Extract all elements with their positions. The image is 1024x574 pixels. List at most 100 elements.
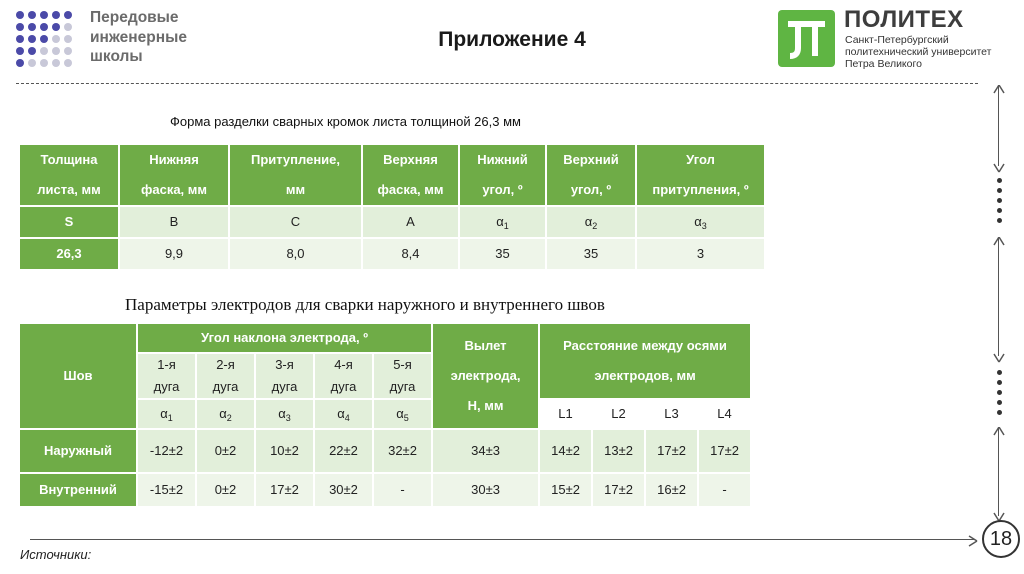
header-cell-extension: Вылет электрода, H, мм (431, 322, 541, 430)
school-name: Передовые инженерные школы (90, 8, 187, 67)
angle-cell: -15±2 (136, 472, 197, 508)
arc-cell: 5-я дуга (371, 352, 434, 400)
table2-caption: Параметры электродов для сварки наружног… (125, 295, 605, 314)
header-cell-upper-bevel: Верхняя фаска, мм (361, 143, 460, 207)
symbol-cell: α2 (545, 205, 637, 239)
school-line-3: школы (90, 48, 143, 65)
arc-cell: 4-я дуга (313, 352, 374, 400)
alpha-cell: α1 (136, 398, 197, 430)
logo-dot (64, 11, 72, 19)
alpha-cell: α4 (313, 398, 374, 430)
header-cell-lower-angle: Нижний угол, º (458, 143, 547, 207)
value-cell: 8,4 (361, 237, 460, 271)
logo-sub-line-1: Санкт-Петербургский (845, 34, 949, 46)
alpha-cell: α5 (371, 398, 434, 430)
distance-col-cell: L4 (697, 398, 753, 430)
distance-cell: - (697, 472, 753, 508)
logo-dot (52, 47, 60, 55)
header-cell-distance: Расстояние между осями электродов, мм (538, 322, 753, 400)
header-cell-lower-bevel: Нижняя фаска, мм (118, 143, 230, 207)
angle-cell: 22±2 (313, 428, 374, 474)
logo-dot (40, 47, 48, 55)
row-label-inner: Внутренний (18, 472, 138, 508)
table-row: Внутренний -15±2 0±2 17±2 30±2 - 30±3 15… (18, 472, 753, 508)
value-cell: 35 (458, 237, 547, 271)
distance-cell: 17±2 (644, 428, 700, 474)
logo-dot (40, 23, 48, 31)
logo-dot (16, 11, 24, 19)
page-title: Приложение 4 (438, 28, 586, 51)
distance-col-cell: L3 (644, 398, 700, 430)
table1-caption: Форма разделки сварных кромок листа толщ… (170, 114, 521, 129)
logo-dot (16, 59, 24, 67)
logo-subtitle: Санкт-Петербургский политехнический унив… (845, 34, 991, 70)
sources-label: Источники: (20, 547, 92, 562)
footer-divider (30, 539, 974, 540)
arc-cell: 3-я дуга (254, 352, 315, 400)
value-cell: 35 (545, 237, 637, 271)
vertical-dots-1 (996, 178, 1002, 228)
extension-cell: 30±3 (431, 472, 541, 508)
logo-dot (64, 47, 72, 55)
alpha-cell: α3 (254, 398, 315, 430)
logo-sub-line-2: политехнический университет (845, 46, 992, 58)
angle-cell: 30±2 (313, 472, 374, 508)
arc-cell: 1-я дуга (136, 352, 197, 400)
symbol-cell: S (18, 205, 120, 239)
header-cell-angle: Угол наклона электрода, º (135, 322, 434, 354)
logo-dot (52, 59, 60, 67)
logo-name: ПОЛИТЕХ (844, 6, 964, 33)
value-cell: 8,0 (228, 237, 363, 271)
arrow-down-icon (993, 350, 1005, 368)
header-cell-blunting: Притупление, мм (228, 143, 363, 207)
table-header-row: α1 α2 α3 α4 α5 L1 L2 L3 L4 (19, 398, 753, 430)
symbol-cell: C (228, 205, 363, 239)
distance-cell: 16±2 (644, 472, 700, 508)
logo-dot (28, 59, 36, 67)
distance-cell: 17±2 (591, 472, 647, 508)
school-line-1: Передовые (90, 9, 179, 26)
angle-cell: 10±2 (254, 428, 315, 474)
logo-dot (40, 11, 48, 19)
header-cell-thickness: Толщина листа, мм (18, 143, 120, 207)
table-row: Наружный -12±2 0±2 10±2 22±2 32±2 34±3 1… (18, 428, 753, 474)
angle-cell: 32±2 (371, 428, 434, 474)
header-cell-upper-angle: Верхний угол, º (545, 143, 637, 207)
symbol-cell: α3 (635, 205, 766, 239)
symbol-cell: B (118, 205, 230, 239)
value-cell: 9,9 (118, 237, 230, 271)
logo-dot (28, 47, 36, 55)
header-divider (16, 83, 978, 84)
distance-col-cell: L1 (538, 398, 594, 430)
logo-dot (52, 35, 60, 43)
alpha-cell: α2 (195, 398, 256, 430)
logo-dot (16, 47, 24, 55)
arrow-up-icon (993, 424, 1005, 442)
arrow-up-icon (993, 234, 1005, 252)
right-vertical-line-mid (998, 238, 999, 356)
page-number: 18 (982, 520, 1020, 558)
arrow-down-icon (993, 160, 1005, 178)
logo-dot (64, 23, 72, 31)
logo-dot (40, 59, 48, 67)
logo-dot (16, 35, 24, 43)
politech-logo-icon (778, 10, 835, 67)
header-cell-seam: Шов (18, 322, 138, 430)
logo-dot (52, 23, 60, 31)
table-header-row: Шов Угол наклона электрода, º Вылет элект… (18, 322, 753, 430)
logo-dot (28, 35, 36, 43)
logo-dot (64, 35, 72, 43)
distance-col-cell: L2 (591, 398, 647, 430)
right-vertical-line-bottom (998, 428, 999, 516)
angle-cell: - (371, 472, 434, 508)
value-cell: 3 (635, 237, 766, 271)
distance-cell: 14±2 (538, 428, 594, 474)
logo-dot (28, 11, 36, 19)
logo-sub-line-3: Петра Великого (845, 58, 922, 70)
distance-cell: 13±2 (591, 428, 647, 474)
logo-dot (40, 35, 48, 43)
logo-dots-icon (16, 11, 72, 67)
row-label-outer: Наружный (18, 428, 138, 474)
arrow-down-icon (993, 509, 1005, 527)
bevel-table: Толщина листа, мм Нижняя фаска, мм Притупл… (18, 143, 766, 271)
